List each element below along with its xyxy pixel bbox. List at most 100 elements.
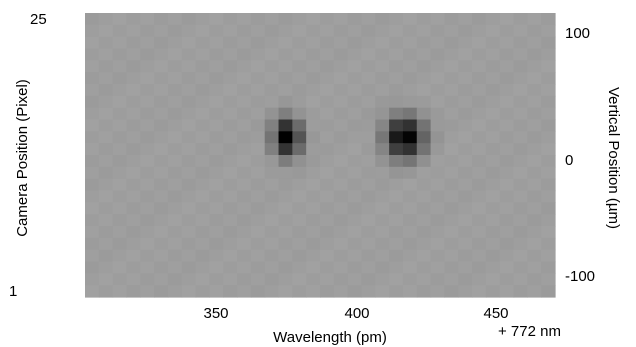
heatmap-cell (402, 237, 418, 251)
heatmap-cell (126, 261, 141, 274)
heatmap-cell (209, 84, 224, 97)
heatmap-cell (444, 48, 459, 61)
heatmap-cell (320, 24, 335, 38)
heatmap-cell (485, 13, 501, 26)
heatmap-cell (499, 13, 515, 26)
heatmap-cell (112, 202, 128, 215)
heatmap-cell (209, 24, 224, 38)
heatmap-cell (472, 84, 487, 97)
heatmap-cell (402, 273, 418, 286)
heatmap-cell (237, 166, 252, 180)
heatmap-cell (278, 84, 293, 97)
heatmap-cell (430, 237, 446, 251)
heatmap-cell (167, 36, 183, 50)
heatmap-cell (209, 226, 224, 239)
heatmap-cell (430, 249, 446, 263)
y-left-tick-label: 1 (9, 283, 17, 300)
heatmap-cell (167, 273, 183, 286)
heatmap-cell (126, 60, 141, 73)
heatmap-cell (458, 119, 473, 132)
x-tick-label: 450 (483, 305, 508, 322)
heatmap-cell (112, 190, 128, 203)
heatmap-cell (195, 13, 211, 26)
heatmap-cell (112, 285, 128, 298)
heatmap-cell (237, 273, 252, 286)
heatmap-cell (223, 285, 238, 298)
heatmap-cell (430, 178, 446, 192)
heatmap-cell (416, 249, 432, 263)
heatmap-cell (444, 24, 459, 38)
heatmap-cell (485, 190, 501, 203)
heatmap-cell (181, 36, 197, 50)
heatmap-cell (278, 48, 293, 61)
heatmap-cell (195, 95, 211, 109)
heatmap-cell (430, 72, 446, 85)
heatmap-cell (292, 214, 307, 227)
heatmap-cell (278, 119, 293, 132)
heatmap-cell (140, 48, 155, 61)
heatmap-cell (112, 107, 128, 121)
heatmap-cell (167, 107, 183, 121)
heatmap-cell (154, 72, 169, 85)
heatmap-cell (209, 36, 224, 50)
heatmap-cell (292, 237, 307, 251)
heatmap-cell (181, 60, 197, 73)
heatmap-cell (430, 95, 446, 109)
heatmap-cell (402, 95, 418, 109)
heatmap-cell (181, 202, 197, 215)
heatmap-cell (223, 72, 238, 85)
heatmap-cell (306, 237, 321, 251)
heatmap-cell (112, 237, 128, 251)
heatmap-cell (513, 285, 528, 298)
heatmap-cell (126, 178, 141, 192)
heatmap-cell (264, 202, 280, 215)
heatmap-cell (444, 72, 459, 85)
heatmap-cell (237, 24, 252, 38)
heatmap-cell (306, 107, 321, 121)
heatmap-cell (306, 166, 321, 180)
heatmap-cell (320, 119, 335, 132)
y-left-axis-label: Camera Position (Pixel) (14, 79, 31, 237)
heatmap-cell (250, 249, 266, 263)
heatmap-cell (499, 261, 515, 274)
heatmap-cell (527, 285, 542, 298)
heatmap-cell (126, 95, 141, 109)
heatmap-cell (264, 131, 280, 144)
heatmap-cell (389, 107, 404, 121)
heatmap-cell (347, 84, 363, 97)
heatmap-cell (485, 95, 501, 109)
heatmap-cell (264, 119, 280, 132)
heatmap-cell (472, 261, 487, 274)
heatmap-cell (458, 190, 473, 203)
heatmap-cell (264, 273, 280, 286)
heatmap-cell (306, 72, 321, 85)
heatmap-cell (209, 72, 224, 85)
heatmap-cell (250, 155, 266, 168)
heatmap-cell (333, 48, 349, 61)
heatmap-cell (430, 131, 446, 144)
heatmap-cell (361, 48, 376, 61)
heatmap-cell (167, 285, 183, 298)
heatmap-cell (209, 190, 224, 203)
heatmap-cell (527, 72, 542, 85)
heatmap-cell (126, 131, 141, 144)
heatmap-cell (250, 95, 266, 109)
heatmap-cell (292, 72, 307, 85)
heatmap-cell (416, 273, 432, 286)
heatmap-cell (527, 190, 542, 203)
heatmap-cell (416, 143, 432, 156)
heatmap-cell (361, 143, 376, 156)
heatmap-cell (375, 143, 390, 156)
heatmap-cell (416, 131, 432, 144)
heatmap-cell (527, 273, 542, 286)
heatmap-cell (347, 155, 363, 168)
heatmap-cell (347, 214, 363, 227)
heatmap-cell (181, 24, 197, 38)
heatmap-cell (513, 60, 528, 73)
heatmap-cell (472, 214, 487, 227)
heatmap-cell (320, 178, 335, 192)
heatmap-cell (195, 166, 211, 180)
heatmap-cell (195, 119, 211, 132)
heatmap-cell (250, 261, 266, 274)
heatmap-cell (98, 214, 114, 227)
